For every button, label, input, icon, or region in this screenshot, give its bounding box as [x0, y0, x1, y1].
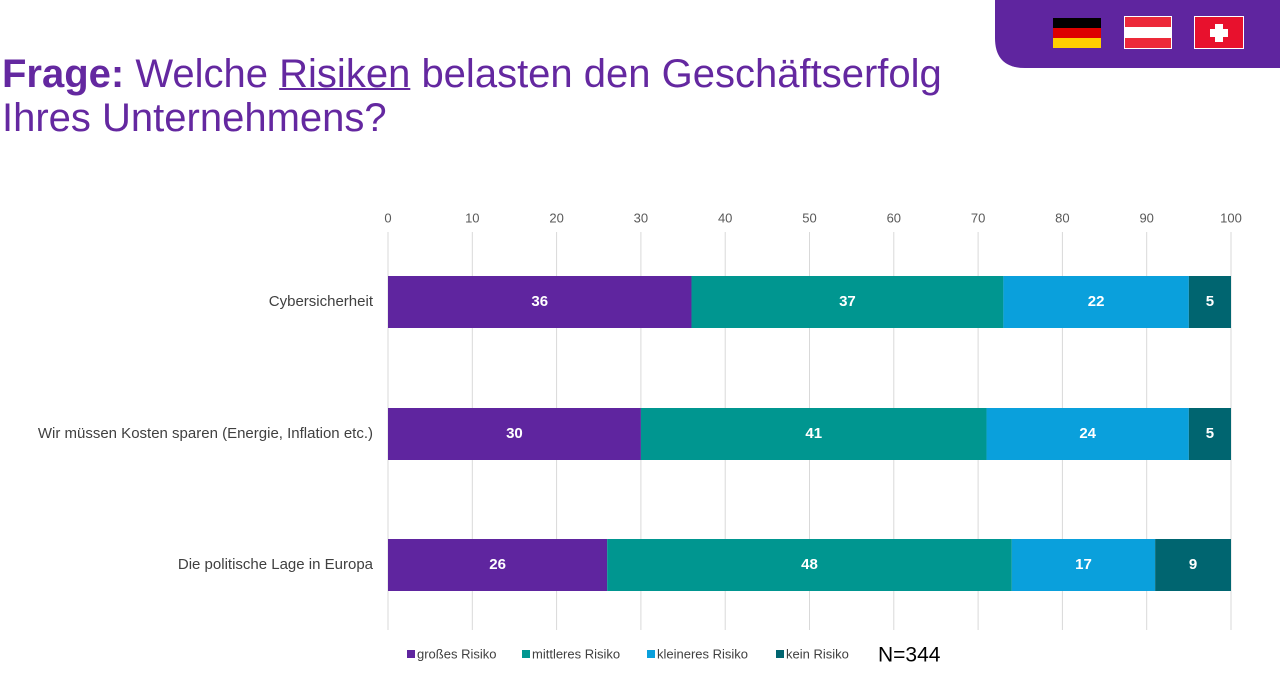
x-tick-label: 90: [1139, 210, 1153, 225]
bar-segment: [607, 539, 1012, 591]
x-tick-label: 80: [1055, 210, 1069, 225]
bar-segment: [1011, 539, 1156, 591]
data-label: 22: [1088, 293, 1105, 310]
data-label: 5: [1206, 293, 1214, 310]
title-part: Ihres Unternehmens?: [2, 96, 387, 140]
legend-swatch: [776, 650, 784, 658]
bar-segment: [388, 539, 608, 591]
x-tick-label: 0: [384, 210, 391, 225]
legend-label: kein Risiko: [786, 646, 849, 661]
legend-label: großes Risiko: [417, 646, 496, 661]
flag-switzerland: [1194, 16, 1244, 49]
x-tick-label: 30: [634, 210, 648, 225]
bar-segment: [1188, 276, 1231, 328]
title-part: Welche: [135, 52, 269, 96]
bar-segment: [388, 276, 692, 328]
data-label: 26: [489, 556, 506, 573]
data-label: 24: [1079, 425, 1096, 442]
bar-segment: [1155, 539, 1231, 591]
bar-segment: [640, 408, 987, 460]
x-tick-label: 50: [802, 210, 816, 225]
title-emphasis: Risiken: [279, 52, 411, 96]
flag-austria: [1124, 16, 1172, 49]
category-label: Die politische Lage in Europa: [178, 556, 374, 573]
legend-label: mittleres Risiko: [532, 646, 620, 661]
x-tick-label: 20: [549, 210, 563, 225]
title-label: Frage:: [2, 52, 125, 96]
data-label: 37: [839, 293, 856, 310]
title-part: belasten den Geschäftserfolg: [421, 52, 942, 96]
data-label: 5: [1206, 425, 1214, 442]
x-tick-label: 40: [718, 210, 732, 225]
legend-swatch: [647, 650, 655, 658]
bar-segment: [986, 408, 1189, 460]
data-label: 36: [531, 293, 548, 310]
data-label: 41: [805, 425, 822, 442]
data-label: 9: [1189, 556, 1197, 573]
x-tick-label: 70: [971, 210, 985, 225]
title: Frage: Welche Risiken belasten den Gesch…: [2, 52, 942, 140]
flag-germany: [1053, 18, 1101, 48]
data-label: 30: [506, 425, 523, 442]
category-label: Wir müssen Kosten sparen (Energie, Infla…: [38, 425, 373, 442]
category-label: Cybersicherheit: [269, 293, 374, 310]
data-label: 17: [1075, 556, 1092, 573]
legend-swatch: [522, 650, 530, 658]
x-tick-label: 10: [465, 210, 479, 225]
bar-segment: [388, 408, 641, 460]
bar-segment: [1188, 408, 1231, 460]
legend-swatch: [407, 650, 415, 658]
note: N=344: [878, 644, 941, 667]
x-tick-label: 60: [887, 210, 901, 225]
plot: 0 10 20 30 40 50 60 70 80 90 100 Cybersicherheit 36 3…: [38, 210, 1242, 666]
legend-label: kleineres Risiko: [657, 646, 748, 661]
bar-segment: [1003, 276, 1189, 328]
bar-segment: [691, 276, 1004, 328]
data-label: 48: [801, 556, 818, 573]
x-tick-label: 100: [1220, 210, 1242, 225]
